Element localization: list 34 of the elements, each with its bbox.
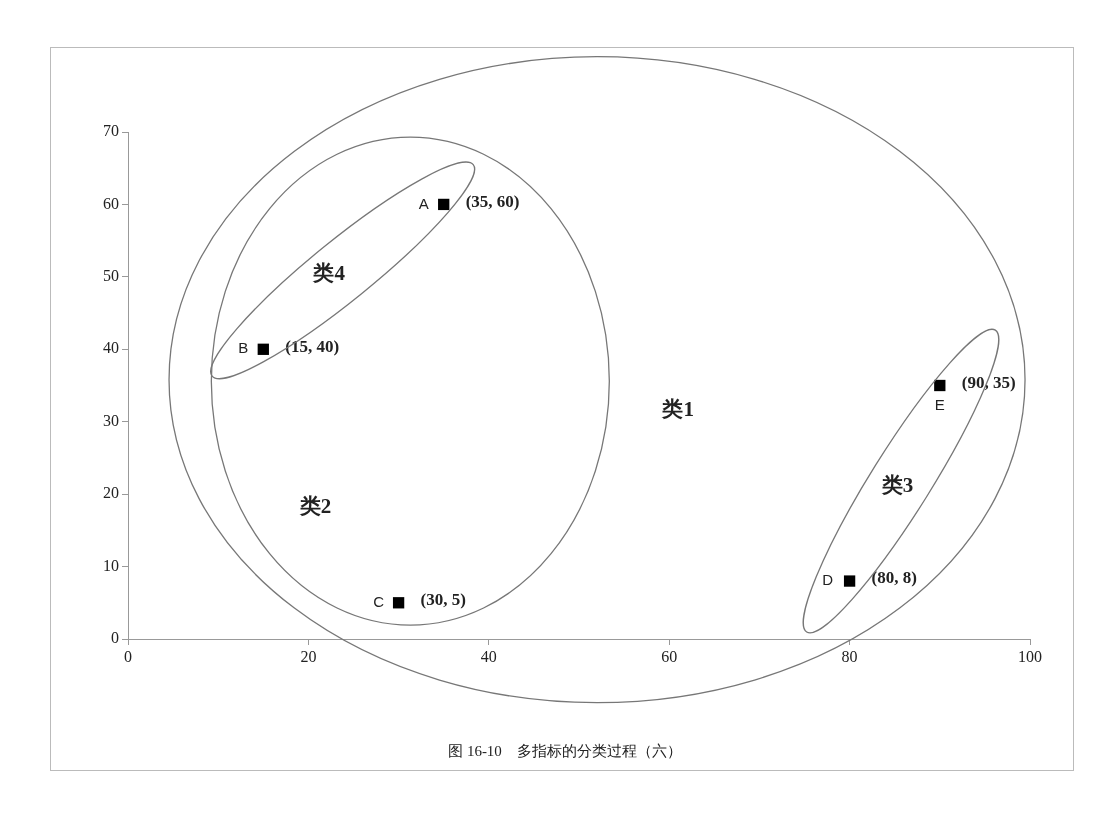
data-label: (80, 8) — [871, 568, 917, 588]
y-tick-label: 10 — [103, 556, 119, 574]
annotation: 类1 — [661, 396, 694, 421]
data-label: (90, 35) — [961, 372, 1016, 392]
x-tick-label: 80 — [841, 647, 858, 665]
x-tick-label: 60 — [661, 647, 678, 665]
annotation: 类4 — [312, 261, 346, 286]
x-tick-label: 20 — [300, 647, 317, 665]
y-tick-label: 70 — [103, 122, 119, 140]
point — [438, 198, 450, 211]
annotation: 类3 — [880, 473, 914, 498]
point — [934, 379, 946, 392]
x-tick-label: 100 — [1018, 647, 1042, 665]
annotation: E — [934, 395, 945, 413]
annotation: B — [238, 339, 249, 357]
x-tick-label: 0 — [124, 647, 132, 665]
point — [257, 343, 269, 355]
y-tick-label: 60 — [103, 194, 119, 212]
data-label: (30, 5) — [420, 590, 466, 610]
x-tick-label: 40 — [480, 647, 497, 665]
y-tick-label: 0 — [111, 629, 119, 647]
y-tick-label: 20 — [103, 484, 119, 502]
y-tick-label: 30 — [103, 411, 119, 429]
data-label: (15, 40) — [285, 336, 340, 356]
y-tick-label: 50 — [103, 267, 119, 285]
caption: 图 16-10 多指标的分类过程（六） — [448, 742, 682, 759]
annotation: D — [822, 571, 834, 589]
annotation: A — [418, 194, 429, 212]
data-label: (35, 60) — [465, 191, 520, 211]
point — [392, 597, 405, 609]
annotation: C — [373, 592, 385, 610]
annotation: 类2 — [298, 494, 332, 519]
y-tick-label: 40 — [103, 339, 119, 357]
point — [843, 575, 856, 587]
